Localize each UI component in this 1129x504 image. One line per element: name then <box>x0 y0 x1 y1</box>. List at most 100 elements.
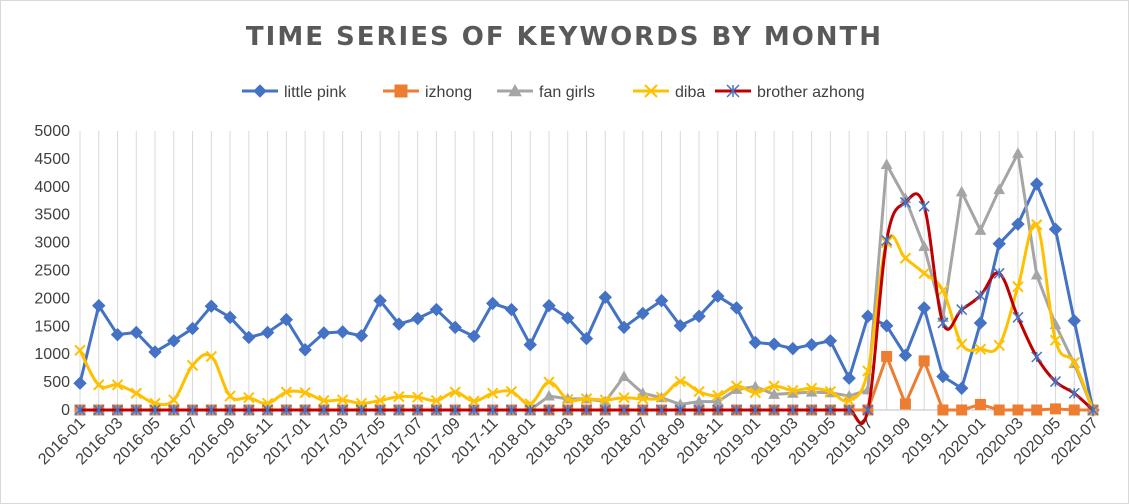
data-point <box>580 393 593 405</box>
data-point <box>508 83 522 97</box>
data-point <box>523 338 537 352</box>
data-point <box>205 404 217 416</box>
data-point <box>186 359 199 372</box>
data-point <box>167 334 181 348</box>
data-point <box>974 224 987 235</box>
data-point <box>74 344 86 357</box>
legend: little pink izhong fan girls diba brother az… <box>242 83 865 101</box>
data-point <box>130 404 142 416</box>
data-point <box>505 404 517 416</box>
data-point <box>280 386 293 398</box>
data-point <box>410 311 425 326</box>
data-point <box>654 293 669 308</box>
data-point <box>1030 268 1043 280</box>
data-point <box>279 312 294 327</box>
data-point <box>862 404 874 416</box>
legend-label: diba <box>675 84 705 101</box>
y-tick-label: 500 <box>43 374 70 391</box>
gridlines <box>79 131 1094 410</box>
data-point <box>711 289 725 303</box>
data-point <box>448 320 462 335</box>
data-point <box>449 404 461 416</box>
data-point <box>542 298 556 313</box>
data-point <box>898 348 913 363</box>
data-point <box>842 371 856 385</box>
data-point <box>1012 280 1024 293</box>
data-point <box>824 385 837 398</box>
data-point <box>956 304 968 316</box>
data-point <box>937 284 949 297</box>
data-point <box>374 394 386 407</box>
data-point <box>1068 404 1080 416</box>
data-point <box>768 380 780 392</box>
data-point <box>1048 222 1063 236</box>
legend-item: diba <box>633 84 705 101</box>
series-little-pink <box>73 177 1100 417</box>
data-point <box>843 394 855 407</box>
data-point <box>954 381 969 395</box>
data-point <box>73 376 87 390</box>
data-point <box>1031 404 1043 416</box>
data-point <box>787 384 799 397</box>
y-tick-label: 1000 <box>34 346 70 363</box>
data-point <box>354 329 369 343</box>
data-point <box>974 343 987 355</box>
data-point <box>993 404 1005 416</box>
data-point <box>1012 147 1024 158</box>
data-point <box>224 404 236 416</box>
data-point <box>393 390 405 403</box>
data-point <box>468 395 480 407</box>
data-point <box>394 84 408 98</box>
data-point <box>881 234 893 246</box>
data-point <box>486 387 499 399</box>
y-tick-label: 3000 <box>34 235 70 252</box>
data-point <box>148 345 162 359</box>
data-point <box>899 196 911 208</box>
data-point <box>318 394 330 407</box>
data-point <box>862 365 874 377</box>
data-point <box>1012 404 1024 416</box>
data-point <box>1049 403 1061 415</box>
data-point <box>673 319 688 333</box>
data-point <box>111 379 124 391</box>
data-point <box>674 375 687 388</box>
legend-label: izhong <box>425 84 472 101</box>
data-point <box>599 404 611 416</box>
data-point <box>1049 334 1062 346</box>
data-point <box>974 290 986 302</box>
data-point <box>524 404 536 416</box>
data-point <box>617 320 631 335</box>
data-point <box>637 404 649 416</box>
data-point <box>561 311 575 325</box>
data-point <box>955 338 968 350</box>
data-point <box>748 335 763 350</box>
data-point <box>618 392 630 404</box>
data-point <box>253 84 267 98</box>
data-point <box>429 302 444 317</box>
data-point <box>373 293 387 308</box>
data-point <box>712 389 724 402</box>
y-tick-label: 2500 <box>34 263 70 280</box>
data-point <box>298 343 312 357</box>
data-point <box>879 319 894 333</box>
data-point <box>956 404 968 416</box>
data-point <box>1011 217 1025 231</box>
data-point <box>693 404 705 416</box>
legend-label: brother azhong <box>757 84 865 101</box>
data-point <box>637 393 649 405</box>
data-point <box>168 404 180 416</box>
data-point <box>543 376 555 388</box>
data-point <box>355 404 367 416</box>
data-point <box>899 252 912 264</box>
data-point <box>430 394 443 407</box>
data-point <box>1068 387 1080 399</box>
data-point <box>185 321 200 336</box>
data-point <box>693 385 705 398</box>
data-point <box>1031 219 1043 231</box>
data-point <box>336 394 349 406</box>
y-tick-label: 1500 <box>34 318 70 335</box>
data-point <box>974 398 986 410</box>
data-point <box>806 404 818 416</box>
data-point <box>644 84 658 98</box>
data-point <box>993 183 1006 195</box>
